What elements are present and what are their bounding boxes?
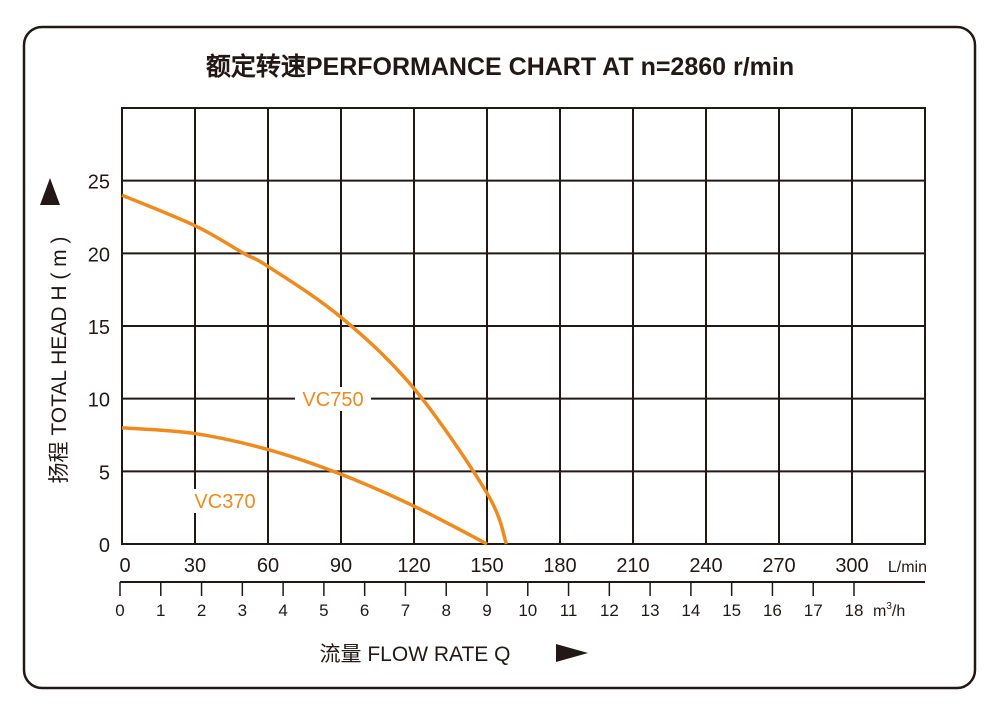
chart-frame bbox=[22, 25, 977, 690]
y-tick-label: 5 bbox=[99, 462, 110, 484]
chart-title: 额定转速PERFORMANCE CHART AT n=2860 r/min bbox=[206, 52, 794, 81]
x-axis-label: 流量 FLOW RATE Q bbox=[320, 643, 511, 666]
secondary-tick-label: 0 bbox=[115, 601, 124, 620]
x-tick-label: 210 bbox=[616, 555, 649, 577]
y-arrow-icon bbox=[40, 178, 60, 205]
secondary-tick-label: 3 bbox=[238, 601, 247, 620]
x-arrow-icon bbox=[556, 644, 588, 662]
unit-tail: /h bbox=[892, 603, 905, 620]
secondary-tick-label: 18 bbox=[845, 601, 864, 620]
secondary-tick-label: 1 bbox=[156, 601, 165, 620]
secondary-tick-label: 16 bbox=[763, 601, 782, 620]
x-tick-label: 30 bbox=[184, 555, 206, 577]
secondary-tick-label: 13 bbox=[641, 601, 660, 620]
secondary-tick-label: 12 bbox=[600, 601, 619, 620]
secondary-unit-label: m3/h bbox=[873, 601, 905, 620]
y-tick-label: 25 bbox=[88, 172, 110, 194]
secondary-tick-label: 15 bbox=[722, 601, 741, 620]
secondary-tick-label: 9 bbox=[482, 601, 491, 620]
series-layer: VC750 VC370 bbox=[121, 193, 509, 546]
secondary-tick-label: 11 bbox=[560, 601, 578, 620]
series-label: VC750 bbox=[302, 389, 363, 411]
x-tick-label: 60 bbox=[257, 555, 279, 577]
y-tick-label: 15 bbox=[88, 317, 110, 339]
y-tick-label: 10 bbox=[88, 390, 110, 412]
series-line-vc750 bbox=[121, 193, 509, 545]
series-line-vc370 bbox=[121, 425, 488, 546]
x-tick-label: 270 bbox=[762, 555, 795, 577]
y-axis-label: 扬程 TOTAL HEAD H ( m ) bbox=[48, 237, 71, 484]
secondary-tick-label: 14 bbox=[681, 601, 700, 620]
unit-base: m bbox=[873, 603, 886, 620]
grid bbox=[121, 107, 926, 545]
x-tick-label: 150 bbox=[470, 555, 503, 577]
secondary-tick-label: 8 bbox=[441, 601, 450, 620]
y-tick-label: 20 bbox=[88, 244, 110, 266]
x-unit-label: L/min bbox=[888, 559, 927, 576]
x-tick-label: 180 bbox=[543, 555, 576, 577]
x-tick-label: 0 bbox=[119, 555, 130, 577]
secondary-tick-label: 7 bbox=[401, 601, 410, 620]
y-tick-label: 0 bbox=[99, 535, 110, 557]
secondary-tick-label: 2 bbox=[197, 601, 206, 620]
ticks: 0 30 60 90 120 150 180 210 240 270 300 L/min0510152… bbox=[88, 172, 927, 620]
x-tick-label: 90 bbox=[330, 555, 352, 577]
series-label-background bbox=[295, 387, 371, 411]
x-tick-label: 240 bbox=[689, 555, 722, 577]
secondary-tick-label: 6 bbox=[360, 601, 369, 620]
unit-sup: 3 bbox=[886, 601, 892, 612]
series-label: VC370 bbox=[194, 491, 255, 513]
secondary-tick-label: 10 bbox=[518, 601, 537, 620]
secondary-tick-label: 4 bbox=[278, 601, 287, 620]
secondary-tick-label: 5 bbox=[319, 601, 328, 620]
series-label-background bbox=[187, 489, 263, 513]
x-tick-label: 120 bbox=[397, 555, 430, 577]
secondary-tick-label: 17 bbox=[804, 601, 823, 620]
x-tick-label: 300 bbox=[835, 555, 868, 577]
